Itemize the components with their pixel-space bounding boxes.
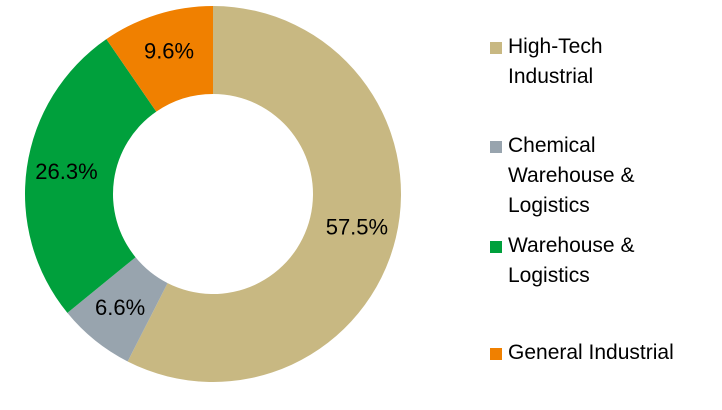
data-label: 6.6% xyxy=(95,295,145,320)
data-label: 9.6% xyxy=(144,38,194,63)
legend-item: General Industrial xyxy=(490,338,674,368)
legend-swatch xyxy=(490,348,502,360)
legend-label: General Industrial xyxy=(508,341,674,364)
legend-label: Chemical Warehouse & Logistics xyxy=(508,134,635,217)
legend-item: Chemical Warehouse & Logistics xyxy=(490,131,673,221)
legend-swatch xyxy=(490,42,502,54)
donut: 57.5% 6.6% 26.3% 9.6% xyxy=(25,6,402,382)
data-label: 57.5% xyxy=(326,214,388,239)
legend-label: High-Tech Industrial xyxy=(508,35,603,88)
slice xyxy=(106,6,213,112)
legend-item: High-Tech Industrial xyxy=(490,32,673,92)
slice xyxy=(25,39,157,313)
legend-item: Warehouse & Logistics xyxy=(490,231,673,291)
data-label: 26.3% xyxy=(35,159,97,184)
slice xyxy=(127,6,402,382)
legend-swatch xyxy=(490,141,502,153)
slice xyxy=(67,257,168,362)
legend-label: Warehouse & Logistics xyxy=(508,234,635,287)
legend-swatch xyxy=(490,241,502,253)
